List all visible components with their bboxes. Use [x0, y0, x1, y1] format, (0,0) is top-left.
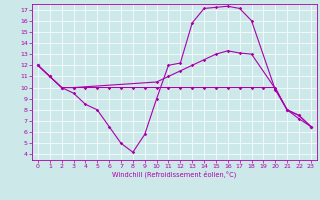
X-axis label: Windchill (Refroidissement éolien,°C): Windchill (Refroidissement éolien,°C) [112, 171, 236, 178]
